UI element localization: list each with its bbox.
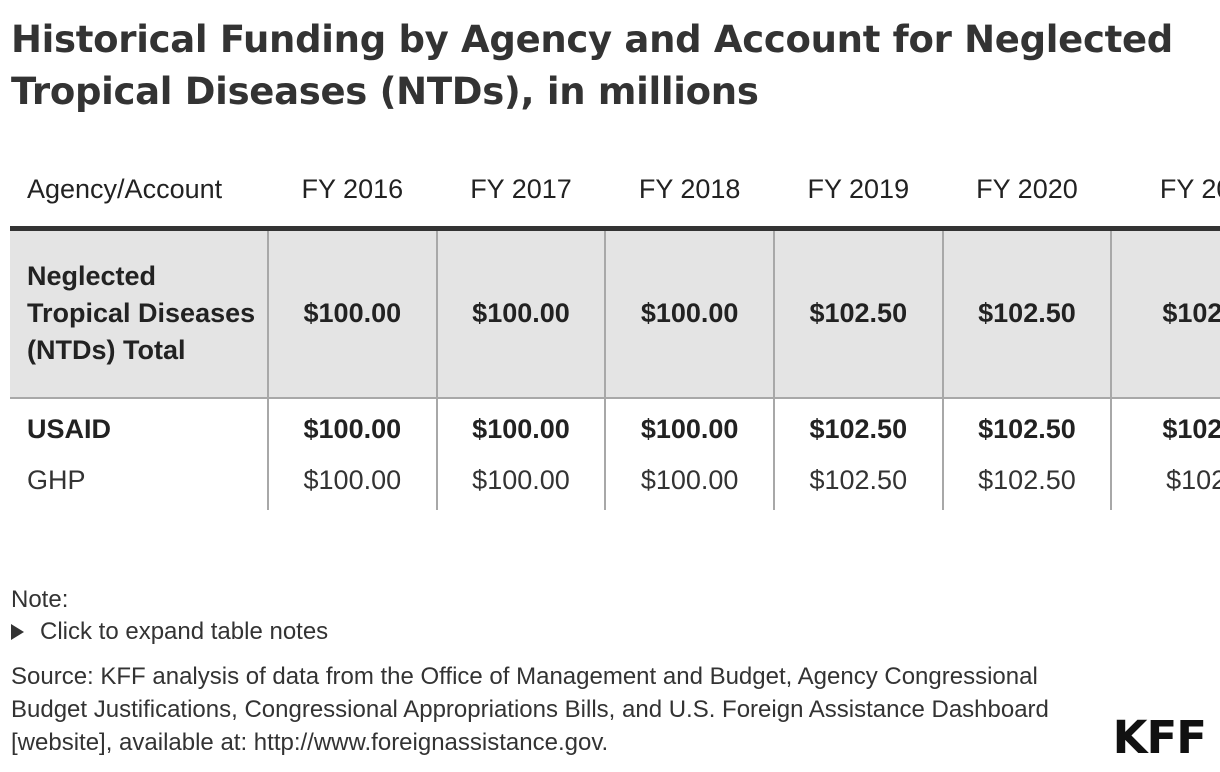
table-cell: $100.00: [604, 398, 774, 456]
table-cell: $102.50: [772, 398, 943, 456]
column-header: FY 2017: [436, 150, 606, 231]
note-label: Note:: [11, 586, 69, 613]
table-cell: $100.00: [267, 398, 437, 456]
table-cell: $100.00: [435, 456, 606, 510]
column-header: FY 2020: [942, 150, 1112, 231]
funding-table: Agency/Account FY 2016 FY 2017 FY 2018 F…: [10, 150, 1220, 510]
table-cell: $102: [1110, 456, 1220, 510]
table-row-usaid: USAID $100.00 $100.00 $100.00 $102.50 $1…: [10, 398, 1220, 456]
triangle-right-icon: [11, 624, 24, 640]
table-cell: $100.00: [604, 456, 774, 510]
row-label: GHP: [27, 464, 86, 495]
table-cell: $102.50: [941, 228, 1112, 399]
row-label: Neglected Tropical Diseases (NTDs) Total: [10, 228, 268, 399]
column-header: FY 2018: [605, 150, 774, 231]
table-cell: $102.50: [772, 456, 943, 510]
table-row-ghp: GHP $100.00 $100.00 $100.00 $102.50 $102…: [10, 456, 1220, 510]
notes-section: Note: Click to expand table notes: [11, 585, 328, 649]
expand-notes-label: Click to expand table notes: [40, 618, 329, 645]
table-cell: $102.: [1110, 398, 1220, 456]
table-header-row: Agency/Account FY 2016 FY 2017 FY 2018 F…: [10, 150, 1220, 231]
expand-notes-toggle[interactable]: Click to expand table notes: [11, 615, 328, 649]
column-header: FY 20: [1111, 150, 1220, 231]
table-cell: $100.00: [435, 398, 606, 456]
row-label: USAID: [27, 414, 112, 444]
table-cell: $102.50: [772, 228, 943, 399]
column-header: FY 2016: [268, 150, 437, 231]
funding-table-container[interactable]: Agency/Account FY 2016 FY 2017 FY 2018 F…: [10, 150, 1220, 512]
chart-title: Historical Funding by Agency and Account…: [11, 18, 1173, 113]
table-cell: $100.00: [604, 228, 774, 399]
kff-logo: KFF: [1112, 711, 1207, 764]
table-row-total: Neglected Tropical Diseases (NTDs) Total…: [10, 228, 1220, 399]
table-cell: $102.50: [941, 456, 1112, 510]
source-text: Source: KFF analysis of data from the Of…: [11, 663, 1049, 756]
column-header: Agency/Account: [10, 150, 268, 231]
table-cell: $100.00: [267, 456, 437, 510]
table-cell: $102.50: [941, 398, 1112, 456]
table-cell: $100.00: [267, 228, 437, 399]
column-header: FY 2019: [773, 150, 943, 231]
table-cell: $102.: [1110, 228, 1220, 399]
table-cell: $100.00: [435, 228, 606, 399]
